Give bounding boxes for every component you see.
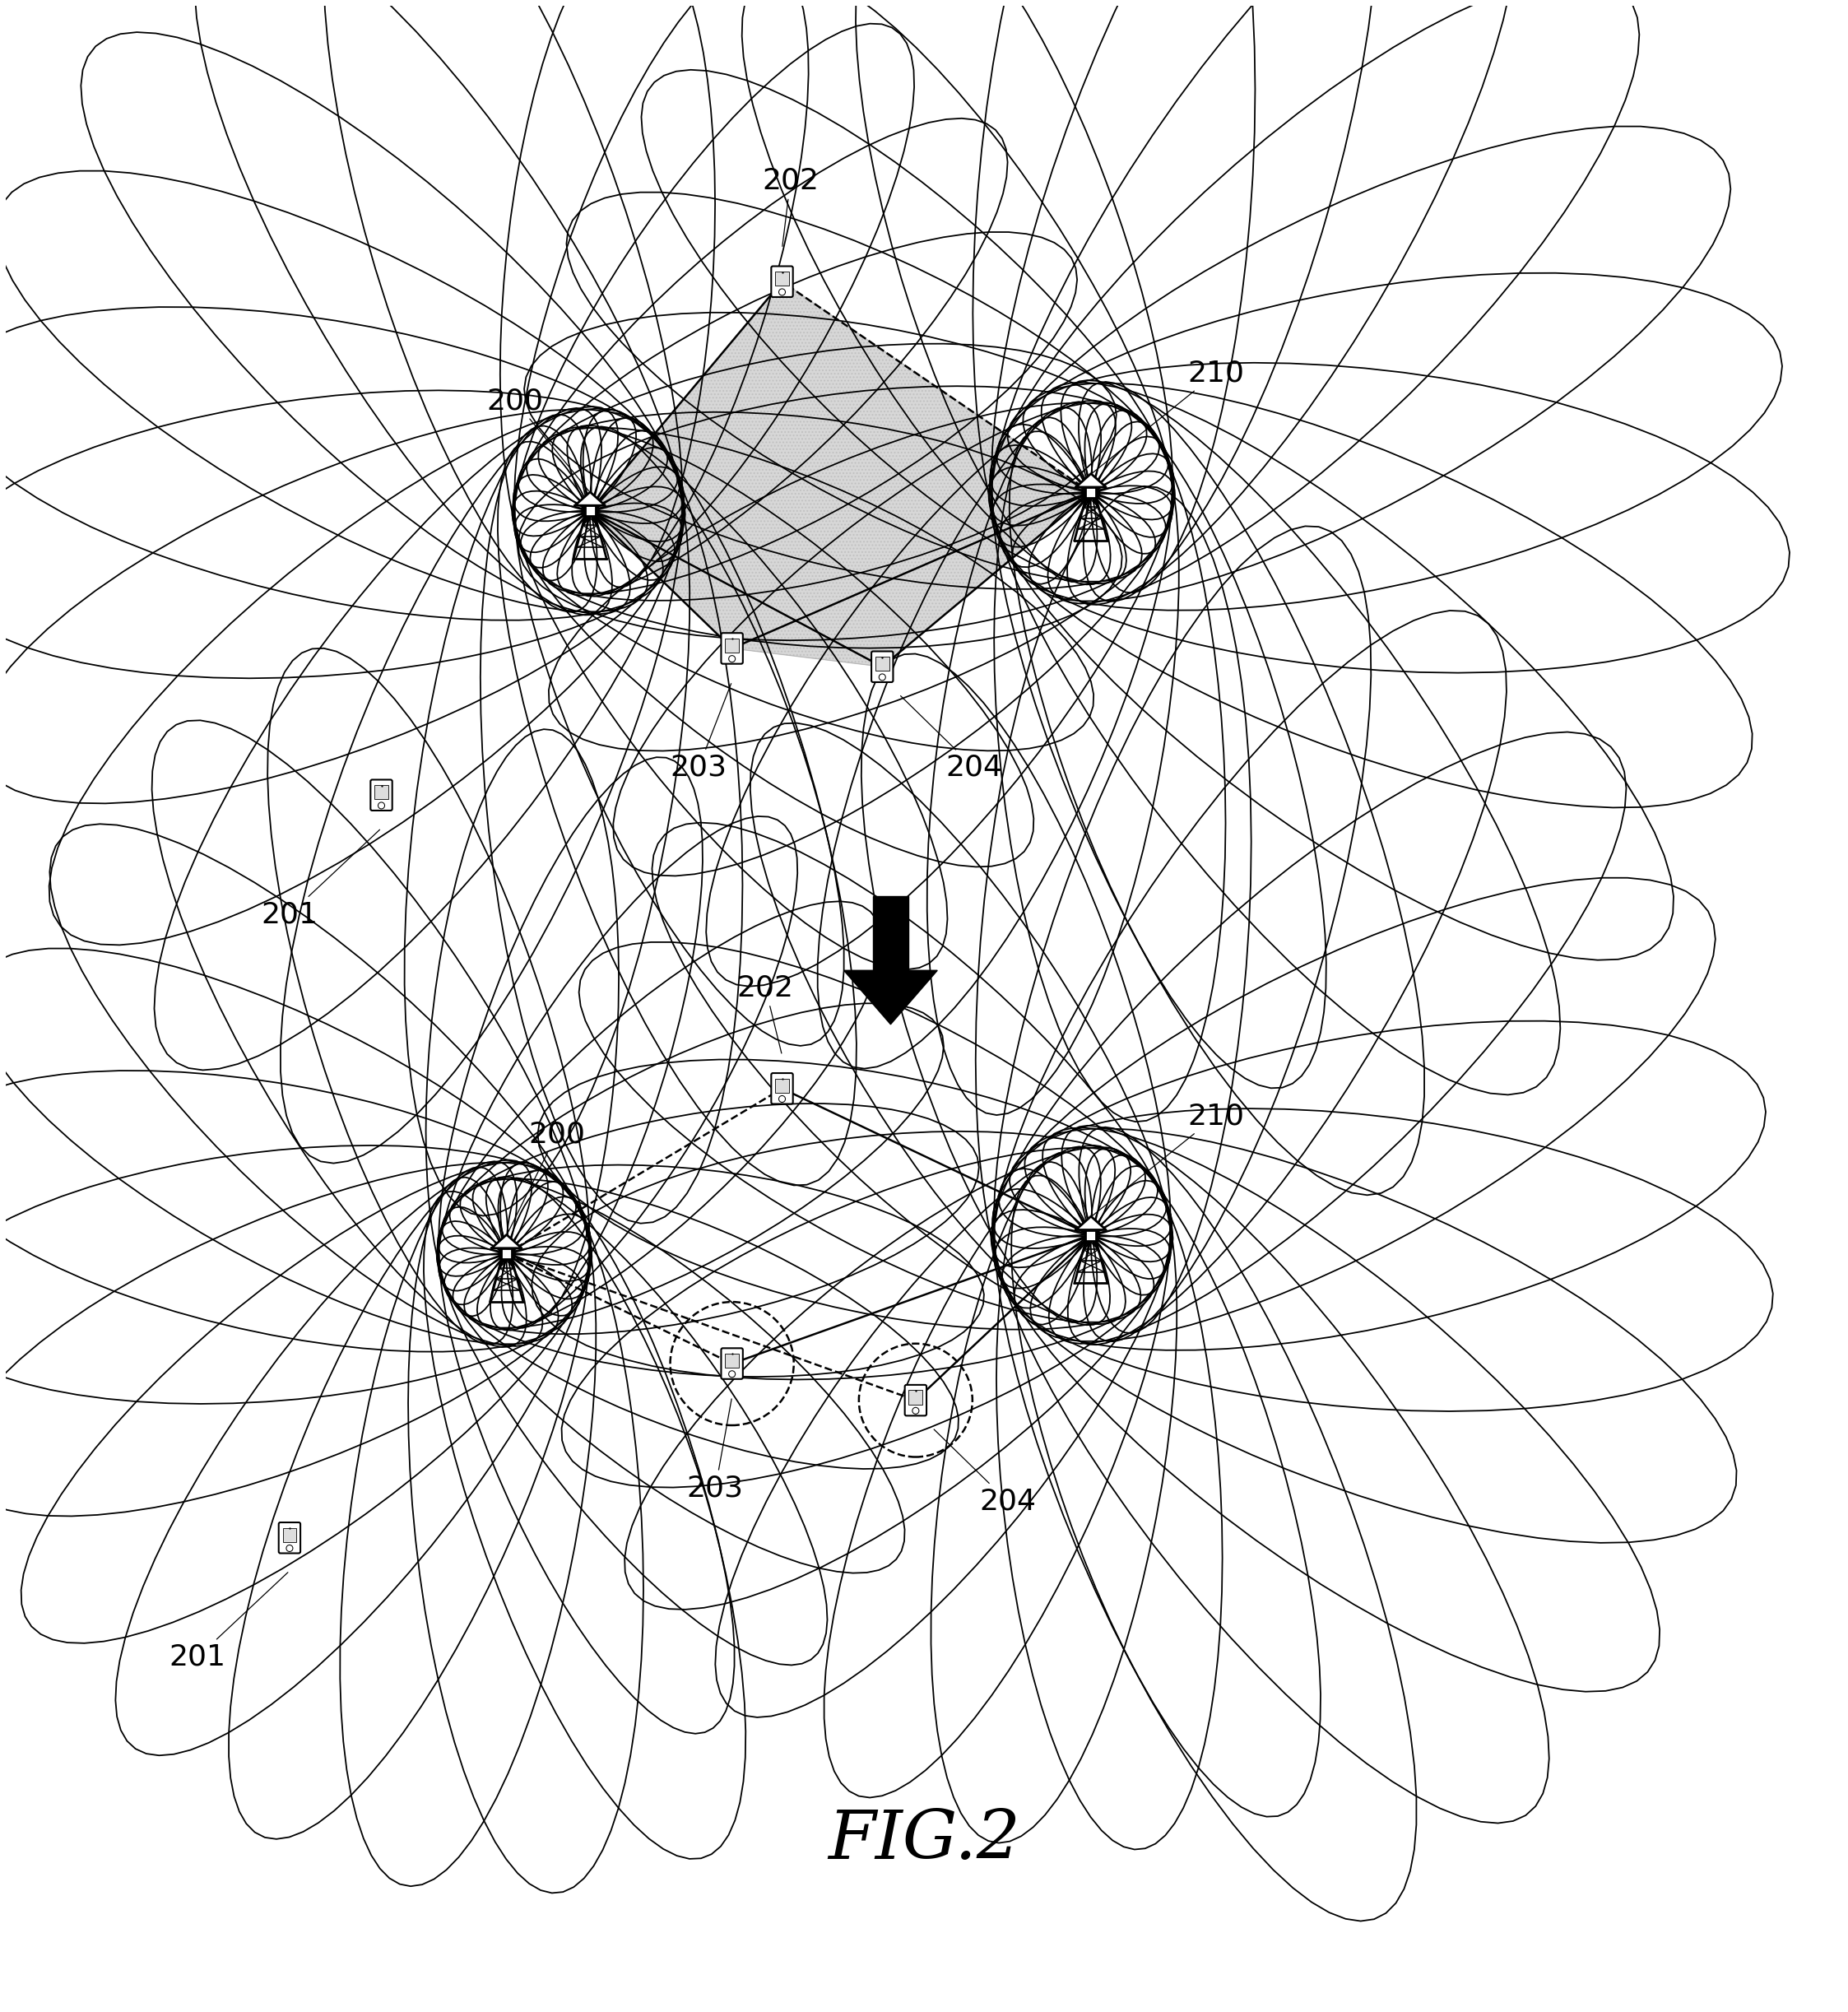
Text: FIG.2: FIG.2: [828, 1807, 1020, 1873]
Bar: [724, 1354, 739, 1368]
Text: 204: 204: [900, 696, 1002, 781]
Polygon shape: [1076, 473, 1105, 487]
Circle shape: [913, 1408, 918, 1414]
Bar: [724, 638, 739, 652]
Text: 210: 210: [1092, 1103, 1244, 1215]
Polygon shape: [575, 493, 604, 505]
FancyBboxPatch shape: [370, 781, 392, 811]
Circle shape: [880, 674, 885, 680]
Text: 200: 200: [486, 386, 590, 491]
Text: 210: 210: [1092, 360, 1244, 473]
FancyBboxPatch shape: [906, 1384, 926, 1416]
Text: 201: 201: [170, 1573, 288, 1672]
Text: 202: 202: [761, 167, 819, 245]
Bar: [1085, 1229, 1096, 1241]
Bar: [774, 1078, 789, 1093]
Bar: [283, 1527, 296, 1541]
Text: 200: 200: [508, 1121, 586, 1233]
Bar: [909, 1390, 922, 1404]
Polygon shape: [590, 282, 1090, 666]
Circle shape: [728, 656, 736, 662]
Bar: [1085, 487, 1096, 497]
FancyBboxPatch shape: [771, 266, 793, 298]
Circle shape: [728, 1370, 736, 1378]
Bar: [501, 1247, 512, 1260]
Text: 203: 203: [687, 1398, 743, 1503]
Bar: [876, 656, 889, 672]
Text: 203: 203: [671, 684, 732, 781]
FancyBboxPatch shape: [279, 1523, 301, 1553]
Text: 202: 202: [737, 974, 795, 1054]
FancyBboxPatch shape: [771, 1072, 793, 1105]
Circle shape: [778, 290, 785, 296]
Bar: [872, 895, 909, 970]
Text: 204: 204: [933, 1429, 1037, 1515]
FancyBboxPatch shape: [872, 652, 893, 682]
FancyBboxPatch shape: [721, 1348, 743, 1378]
Bar: [774, 272, 789, 286]
Polygon shape: [1076, 1217, 1105, 1229]
FancyBboxPatch shape: [721, 634, 743, 664]
Circle shape: [379, 803, 384, 809]
Bar: [375, 785, 388, 799]
Polygon shape: [845, 970, 937, 1024]
Circle shape: [286, 1545, 292, 1551]
Circle shape: [778, 1097, 785, 1103]
Text: 201: 201: [261, 829, 379, 928]
Polygon shape: [492, 1235, 521, 1247]
Bar: [584, 505, 595, 517]
